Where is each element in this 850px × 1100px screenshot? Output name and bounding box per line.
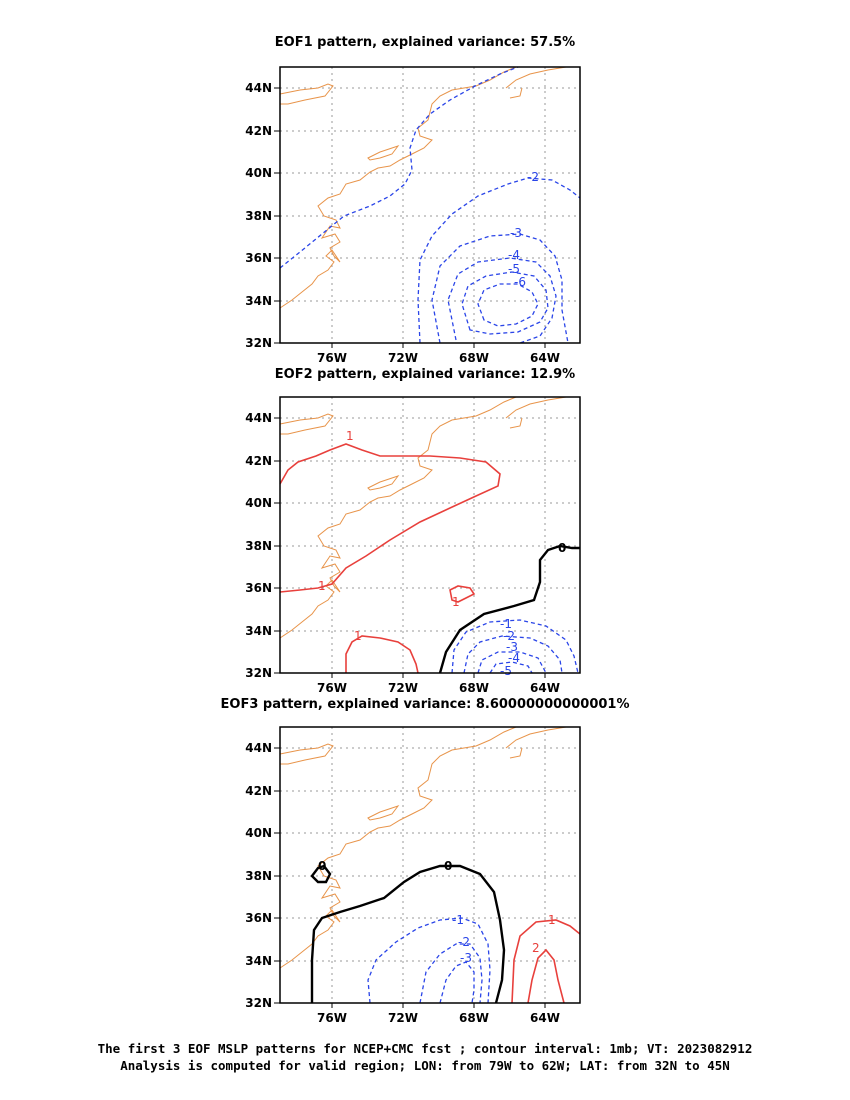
negative-contours xyxy=(279,66,581,344)
lon-label: 76W xyxy=(317,1011,347,1025)
negative-contours xyxy=(451,619,579,674)
contour-label: 1 xyxy=(354,629,362,643)
lat-label: 36N xyxy=(245,911,272,925)
contour-label: -1 xyxy=(452,913,464,927)
axis-ticks xyxy=(274,417,546,678)
contour-label: 1 xyxy=(452,595,460,609)
lat-label: 38N xyxy=(245,209,272,223)
lat-label: 44N xyxy=(245,81,272,95)
contour-label: 0 xyxy=(318,859,326,873)
contour-labels: 1 1 1 1 0 -1 -2 -3 -4 -5 xyxy=(318,429,566,678)
contour-label: -4 xyxy=(508,651,520,665)
coastline xyxy=(279,726,580,969)
zero-contours xyxy=(310,864,506,1004)
contour-label: -2 xyxy=(527,170,539,184)
contour-labels: -2 -3 -4 -5 -6 xyxy=(508,170,539,289)
lat-label: 44N xyxy=(245,741,272,755)
eof1-map-panel: -2 -3 -4 -5 -6 44N 42N 40N 38N 36N 34N 3… xyxy=(245,66,581,365)
lon-label: 68W xyxy=(459,351,489,365)
lon-label: 72W xyxy=(388,351,418,365)
lat-label: 42N xyxy=(245,454,272,468)
map-frame xyxy=(279,726,581,1004)
eof2-title: EOF2 pattern, explained variance: 12.9% xyxy=(274,367,576,382)
lat-labels: 44N 42N 40N 38N 36N 34N 32N xyxy=(245,81,272,350)
map-frame xyxy=(279,66,581,344)
lat-label: 36N xyxy=(245,251,272,265)
contour-label: 0 xyxy=(444,859,452,873)
axis-ticks xyxy=(274,747,546,1008)
lat-label: 32N xyxy=(245,996,272,1010)
lon-label: 76W xyxy=(317,351,347,365)
gridlines xyxy=(280,397,580,673)
lat-label: 32N xyxy=(245,336,272,350)
caption-line-2: Analysis is computed for valid region; L… xyxy=(120,1058,730,1073)
map-frame xyxy=(279,396,581,674)
lat-label: 32N xyxy=(245,666,272,680)
contour-label: 0 xyxy=(558,541,566,555)
coastline xyxy=(279,66,580,309)
contour-label: -5 xyxy=(508,262,520,276)
positive-contours xyxy=(511,919,581,1004)
contour-label: 1 xyxy=(548,913,556,927)
lat-labels: 44N 42N 40N 38N 36N 34N 32N xyxy=(245,411,272,680)
contour-label: -6 xyxy=(514,275,526,289)
lat-label: 42N xyxy=(245,784,272,798)
lon-labels: 76W 72W 68W 64W xyxy=(317,351,560,365)
lat-label: 38N xyxy=(245,539,272,553)
lat-label: 34N xyxy=(245,294,272,308)
contour-label: -3 xyxy=(460,951,472,965)
lat-label: 40N xyxy=(245,826,272,840)
axis-ticks xyxy=(274,87,546,348)
lon-labels: 76W 72W 68W 64W xyxy=(317,1011,560,1025)
zero-contour xyxy=(438,544,580,674)
lon-label: 72W xyxy=(388,681,418,695)
lon-label: 64W xyxy=(530,351,560,365)
lon-label: 64W xyxy=(530,1011,560,1025)
contour-label: 1 xyxy=(346,429,354,443)
lon-label: 76W xyxy=(317,681,347,695)
caption-line-1: The first 3 EOF MSLP patterns for NCEP+C… xyxy=(97,1041,753,1056)
contour-label: -1 xyxy=(500,617,512,631)
gridlines xyxy=(280,67,580,343)
eof3-map-panel: 0 0 -1 -2 -3 1 2 44N 42N 40N 38N 36N 34N… xyxy=(245,726,581,1025)
coastline xyxy=(279,396,580,639)
lon-label: 64W xyxy=(530,681,560,695)
contour-label: -3 xyxy=(506,640,518,654)
eof1-title: EOF1 pattern, explained variance: 57.5% xyxy=(274,35,576,50)
negative-contours xyxy=(367,917,491,1004)
lon-label: 68W xyxy=(459,1011,489,1025)
contour-label: -2 xyxy=(458,935,470,949)
lat-label: 38N xyxy=(245,869,272,883)
positive-contours xyxy=(279,443,501,674)
lat-label: 40N xyxy=(245,496,272,510)
contour-label: -5 xyxy=(500,664,512,678)
contour-label: 1 xyxy=(318,579,326,593)
lat-label: 36N xyxy=(245,581,272,595)
eof2-map-panel: 1 1 1 1 0 -1 -2 -3 -4 -5 44N 42N 40N 38N… xyxy=(245,396,581,695)
lon-label: 68W xyxy=(459,681,489,695)
contour-label: -3 xyxy=(510,226,522,240)
lat-labels: 44N 42N 40N 38N 36N 34N 32N xyxy=(245,741,272,1010)
contour-labels: 0 0 -1 -2 -3 1 2 xyxy=(318,859,556,965)
eof3-title: EOF3 pattern, explained variance: 8.6000… xyxy=(220,697,630,712)
lat-label: 42N xyxy=(245,124,272,138)
contour-label: 2 xyxy=(532,941,540,955)
lat-label: 34N xyxy=(245,954,272,968)
lon-label: 72W xyxy=(388,1011,418,1025)
lat-label: 40N xyxy=(245,166,272,180)
lat-label: 34N xyxy=(245,624,272,638)
lon-labels: 76W 72W 68W 64W xyxy=(317,681,560,695)
lat-label: 44N xyxy=(245,411,272,425)
contour-label: -2 xyxy=(503,629,515,643)
contour-label: -4 xyxy=(508,248,520,262)
